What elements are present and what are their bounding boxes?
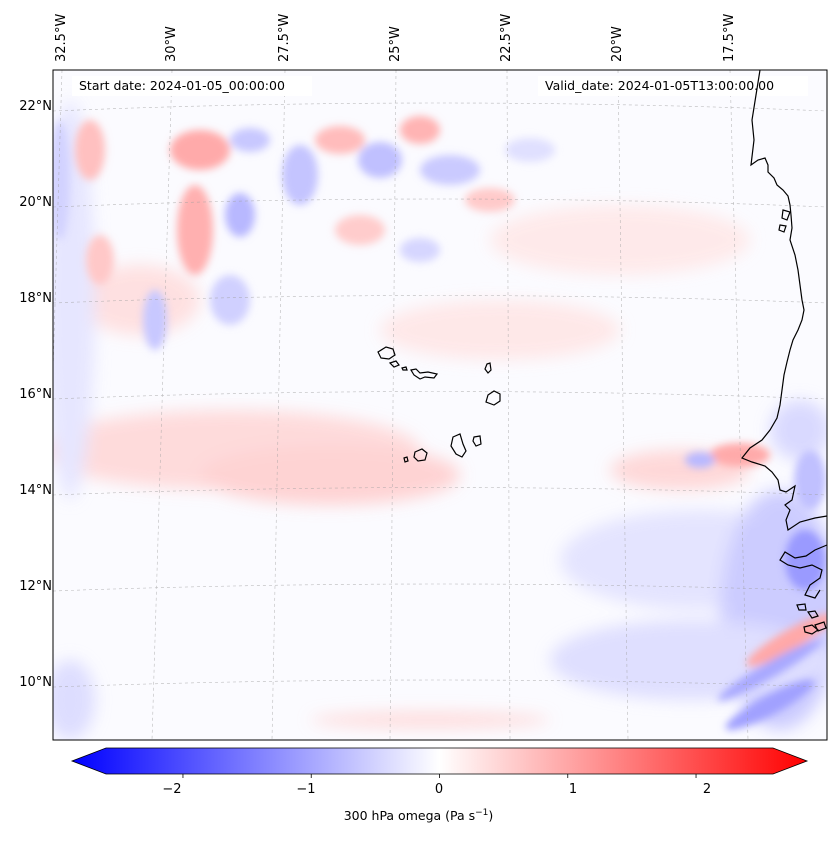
lat-label-16n: 16°N — [19, 387, 52, 402]
island-sao-vicente — [388, 360, 400, 368]
lon-label-27-5w: 27.5°W — [277, 13, 292, 62]
island-santo-antao — [377, 346, 396, 360]
colorbar — [70, 747, 809, 778]
valid-date-label: Valid_date: 2024-01-05T13:00:00.00 — [545, 78, 775, 93]
map-frame — [52, 69, 828, 741]
island-santa-luzia — [401, 366, 408, 371]
lon-label-25w: 25°W — [388, 26, 403, 62]
lon-label-32-5w: 32.5°W — [54, 13, 69, 62]
island-maio — [472, 435, 482, 447]
lat-label-14n: 14°N — [19, 483, 52, 498]
island-fogo — [413, 448, 428, 462]
lon-label-22-5w: 22.5°W — [499, 13, 514, 62]
island-santiago — [450, 433, 467, 458]
omega-field — [53, 100, 827, 740]
lat-label-10n: 10°N — [19, 675, 52, 690]
island-sal — [484, 362, 492, 374]
colorbar-label-superscript: −1 — [475, 808, 489, 818]
lon-label-17-5w: 17.5°W — [722, 13, 737, 62]
lat-label-20n: 20°N — [19, 195, 52, 210]
start-date-label: Start date: 2024-01-05_00:00:00 — [79, 78, 285, 93]
colorbar-tick-label: −1 — [296, 782, 316, 797]
start-date-box — [72, 76, 312, 96]
colorbar-label: 300 hPa omega (Pa s−1) — [0, 808, 837, 823]
colorbar-ticks — [182, 774, 697, 778]
colorbar-label-text: 300 hPa omega (Pa s — [343, 808, 476, 824]
colorbar-label-end: ) — [488, 808, 494, 824]
colorbar-tick-label: 1 — [568, 782, 578, 797]
lat-label-22n: 22°N — [19, 99, 52, 114]
valid-date-box — [538, 76, 808, 96]
island-sao-nicolau — [410, 368, 439, 380]
africa-coastline — [741, 69, 828, 635]
colorbar-tick-label: 2 — [702, 782, 712, 797]
cape-verde-islands — [377, 346, 501, 463]
lat-label-18n: 18°N — [19, 291, 52, 306]
colorbar-body — [70, 747, 809, 775]
gridlines — [53, 70, 827, 740]
island-brava — [403, 456, 409, 463]
colorbar-tick-label: 0 — [434, 782, 444, 797]
lon-label-30w: 30°W — [164, 26, 179, 62]
lon-label-20w: 20°W — [610, 26, 625, 62]
island-boa-vista — [485, 390, 501, 406]
lat-label-12n: 12°N — [19, 579, 52, 594]
colorbar-tick-label: −2 — [162, 782, 182, 797]
